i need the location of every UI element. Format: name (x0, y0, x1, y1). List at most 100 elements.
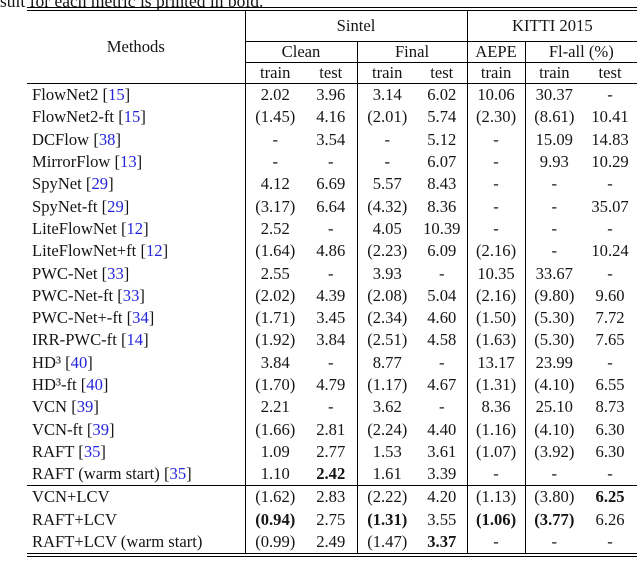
citation-link[interactable]: 12 (145, 241, 163, 261)
citation-link[interactable]: 39 (92, 419, 109, 439)
value-cell: 4.39 (305, 284, 358, 307)
value-cell: 3.96 (305, 83, 358, 107)
citation-link[interactable]: 12 (126, 218, 144, 238)
citation-link[interactable]: 29 (107, 196, 124, 216)
table-row: LiteFlowNet+ft [12] (1.64) 4.86 (2.23) 6.09(… (27, 240, 637, 263)
method-name: FlowNet2-ft [15] (27, 106, 246, 129)
value-cell: - (607, 263, 613, 283)
value-cell: (2.22) (357, 485, 417, 509)
value-cell: 25.10 (535, 397, 573, 417)
value-cell: 4.60 (417, 306, 468, 330)
citation-link[interactable]: 33 (107, 263, 124, 283)
method-name: IRR-PWC-ft [14] (27, 329, 246, 352)
value-cell: - (272, 152, 279, 172)
col-header-aepe-train: train (467, 62, 526, 84)
col-header-flall-test: test (583, 62, 638, 84)
citation-link[interactable]: 35 (169, 464, 187, 484)
citation-link[interactable]: 40 (70, 352, 88, 372)
col-group-kitti-2015: KITTI 2015 (467, 10, 638, 42)
value-cell: - (607, 218, 613, 238)
citation-link[interactable]: 13 (120, 152, 137, 172)
table-row: FlowNet2 [15] 2.02 3.96 3.14 6.02 10.06 30.37 - (27, 83, 637, 107)
value-cell: 2.81 (305, 418, 358, 441)
value-cell: 1.53 (372, 441, 402, 461)
value-cell: (2.51) (367, 330, 408, 350)
citation-link[interactable]: 34 (132, 308, 149, 328)
col-header-flall-train: train (525, 62, 584, 84)
value-cell: - (417, 351, 468, 374)
value-cell: 10.24 (591, 241, 629, 261)
value-cell: - (551, 532, 558, 552)
value-cell: (3.17) (255, 196, 296, 216)
citation-link[interactable]: 38 (98, 129, 116, 149)
col-header-final-train: train (357, 62, 417, 84)
table-row: VCN+LCV (1.62) 2.83 (2.22) 4.20 (1.13) (3.80) 6… (27, 485, 638, 509)
value-cell: 4.16 (305, 106, 358, 129)
value-cell: - (607, 85, 613, 105)
value-cell: 3.39 (417, 463, 468, 486)
value-cell: 2.52 (260, 218, 290, 238)
citation-link[interactable]: 29 (91, 174, 109, 194)
method-name: PWC-Net+-ft [34] (27, 306, 246, 330)
method-name: VCN+LCV (27, 485, 246, 509)
value-cell: 30.37 (535, 85, 573, 105)
value-cell: 5.04 (417, 284, 468, 307)
value-cell: (2.16) (467, 240, 526, 263)
value-cell: 9.93 (539, 152, 569, 172)
col-subgroup-fl-all: Fl-all (%) (525, 41, 638, 63)
value-cell: - (607, 352, 613, 372)
method-name: RAFT+LCV (27, 508, 246, 531)
value-cell: - (551, 174, 558, 194)
value-cell: 10.06 (467, 83, 526, 107)
table-row: VCN-ft [39] (1.66) 2.81 (2.24) 4.40 (1.16) (4.… (27, 418, 637, 441)
citation-link[interactable]: 15 (108, 85, 125, 105)
value-cell: 3.45 (305, 306, 358, 330)
value-cell: 4.58 (417, 329, 468, 352)
table-row: SpyNet [29] 4.12 6.69 5.57 8.43- - - (27, 173, 637, 196)
value-cell: - (607, 464, 613, 484)
citation-link[interactable]: 40 (86, 375, 103, 394)
method-name: PWC-Net [33] (27, 262, 246, 285)
citation-link[interactable]: 15 (123, 107, 141, 127)
value-cell: - (551, 218, 558, 238)
value-cell: - (384, 129, 391, 149)
value-cell: (3.92) (534, 441, 575, 461)
value-cell: (1.47) (367, 532, 408, 552)
citation-link[interactable]: 39 (76, 397, 94, 417)
table-row: MirrorFlow [13] - - -6.07-9.93 10.29 (27, 150, 637, 174)
table-row: VCN [39] 2.21-3.62-8.36 25.10 8.73 (27, 396, 637, 419)
value-cell: (1.17) (367, 375, 408, 394)
header-row-groups: Methods Sintel KITTI 2015 (27, 10, 638, 84)
value-cell: 3.93 (372, 263, 402, 283)
value-cell: (4.32) (367, 196, 408, 216)
citation-link[interactable]: 33 (122, 285, 140, 305)
table-body: FlowNet2 [15] 2.02 3.96 3.14 6.02 10.06 30.37 -… (27, 83, 638, 554)
method-name: FlowNet2 [15] (27, 83, 246, 107)
header-row-columns: train test train test train train test (27, 62, 638, 84)
value-cell: (1.66) (255, 419, 296, 439)
value-cell: 8.36 (417, 195, 468, 218)
value-cell: 4.79 (305, 373, 358, 397)
citation-link[interactable]: 14 (126, 330, 144, 350)
value-cell: 6.07 (417, 150, 468, 174)
method-name: LiteFlowNet [12] (27, 217, 246, 241)
value-cell: 3.37 (417, 530, 468, 554)
value-cell: 4.67 (417, 373, 468, 397)
value-cell: - (305, 150, 358, 174)
value-cell: (1.50) (467, 306, 526, 330)
value-cell: - (467, 128, 526, 151)
value-cell: (1.62) (245, 485, 305, 509)
value-cell: - (467, 150, 526, 174)
value-cell: - (551, 196, 558, 216)
value-cell: 1.61 (372, 464, 402, 484)
col-header-methods: Methods (27, 10, 246, 84)
table-row: HD³ [40] 3.84-8.77-13.17 23.99- (27, 351, 637, 374)
value-cell: 6.69 (305, 173, 358, 196)
table-row: HD³-ft [40] (1.70) 4.79 (1.17) 4.67 (1.31) (4.… (27, 373, 637, 397)
value-cell: - (607, 174, 613, 194)
method-name: VCN-ft [39] (27, 418, 246, 441)
value-cell: 4.20 (417, 485, 468, 509)
citation-link[interactable]: 35 (83, 441, 101, 461)
table-row: LiteFlowNet [12] 2.52-4.05 10.39- - - (27, 217, 637, 241)
